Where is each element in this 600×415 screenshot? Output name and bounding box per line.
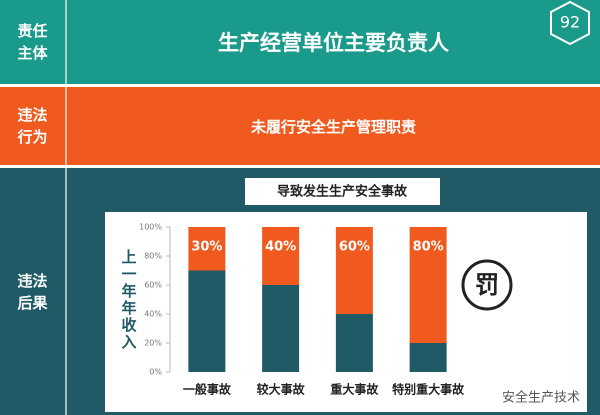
y-tick-label: 40%	[144, 310, 162, 319]
row-behavior: 违法行为 未履行安全生产管理职责	[0, 87, 600, 165]
row-label: 违法后果	[17, 271, 48, 312]
penalty-text: 罚	[475, 271, 499, 299]
penalty-icon	[461, 259, 513, 311]
bar-segment	[262, 227, 300, 285]
bar-segment	[409, 343, 447, 372]
row-subject: 责任主体 生产经营单位主要负责人	[0, 0, 600, 84]
row-label: 违法行为	[17, 106, 48, 146]
value-label: 80%	[413, 240, 444, 255]
value-label: 40%	[265, 240, 296, 255]
y-axis-label: 上一年年收入	[120, 249, 138, 351]
chart-title: 导致发生生产安全事故	[277, 184, 408, 200]
bar-segment	[262, 285, 300, 372]
y-tick-label: 0%	[149, 368, 162, 377]
x-tick-label: 特别重大事故	[392, 382, 465, 397]
x-tick-label: 较大事故	[257, 382, 306, 397]
row-label-box: 责任主体	[0, 0, 67, 84]
bar-segment	[335, 227, 373, 314]
x-tick-label: 重大事故	[330, 382, 379, 397]
title-box	[245, 178, 440, 205]
page-badge	[550, 0, 590, 46]
watermark: 安全生产技术	[502, 390, 580, 406]
bar-segment	[409, 227, 447, 343]
bar-segment	[188, 227, 226, 271]
page-number: 92	[560, 13, 580, 32]
value-label: 30%	[191, 240, 222, 255]
bar-segment	[188, 270, 226, 372]
row-label-box: 违法行为	[0, 87, 67, 165]
row-text: 生产经营单位主要负责人	[218, 31, 449, 55]
bar-segment	[335, 314, 373, 372]
row-text: 未履行安全生产管理职责	[250, 117, 416, 136]
x-tick-label: 一般事故	[183, 382, 232, 397]
row-label-box: 违法后果	[0, 168, 67, 415]
value-label: 60%	[339, 240, 370, 255]
y-tick-label: 60%	[144, 281, 162, 290]
y-tick-label: 20%	[144, 339, 162, 348]
y-tick-label: 80%	[144, 252, 162, 261]
y-tick-label: 100%	[139, 223, 162, 232]
row-label: 责任主体	[17, 22, 48, 62]
